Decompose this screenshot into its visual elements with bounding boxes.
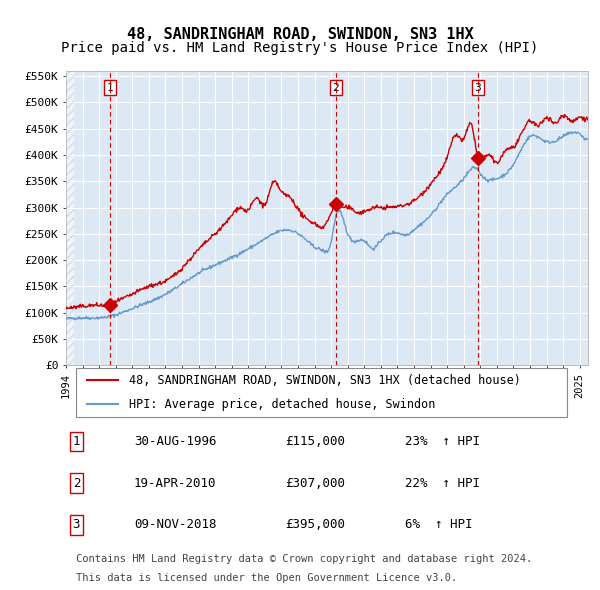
Text: 1: 1 — [107, 83, 113, 93]
Text: Price paid vs. HM Land Registry's House Price Index (HPI): Price paid vs. HM Land Registry's House … — [61, 41, 539, 55]
Text: 23%  ↑ HPI: 23% ↑ HPI — [406, 435, 481, 448]
Text: 1: 1 — [73, 435, 80, 448]
Text: 09-NOV-2018: 09-NOV-2018 — [134, 519, 217, 532]
Text: 30-AUG-1996: 30-AUG-1996 — [134, 435, 217, 448]
Text: 3: 3 — [475, 83, 481, 93]
Text: 6%  ↑ HPI: 6% ↑ HPI — [406, 519, 473, 532]
Text: Contains HM Land Registry data © Crown copyright and database right 2024.: Contains HM Land Registry data © Crown c… — [76, 555, 533, 565]
Text: 2: 2 — [73, 477, 80, 490]
FancyBboxPatch shape — [76, 368, 567, 417]
Text: HPI: Average price, detached house, Swindon: HPI: Average price, detached house, Swin… — [128, 398, 435, 411]
Text: £395,000: £395,000 — [285, 519, 345, 532]
Text: 19-APR-2010: 19-APR-2010 — [134, 477, 217, 490]
Text: This data is licensed under the Open Government Licence v3.0.: This data is licensed under the Open Gov… — [76, 573, 458, 584]
Text: 2: 2 — [332, 83, 340, 93]
Text: 48, SANDRINGHAM ROAD, SWINDON, SN3 1HX: 48, SANDRINGHAM ROAD, SWINDON, SN3 1HX — [127, 27, 473, 41]
Text: 48, SANDRINGHAM ROAD, SWINDON, SN3 1HX (detached house): 48, SANDRINGHAM ROAD, SWINDON, SN3 1HX (… — [128, 374, 521, 387]
Text: £307,000: £307,000 — [285, 477, 345, 490]
Text: £115,000: £115,000 — [285, 435, 345, 448]
Text: 22%  ↑ HPI: 22% ↑ HPI — [406, 477, 481, 490]
Text: 3: 3 — [73, 519, 80, 532]
